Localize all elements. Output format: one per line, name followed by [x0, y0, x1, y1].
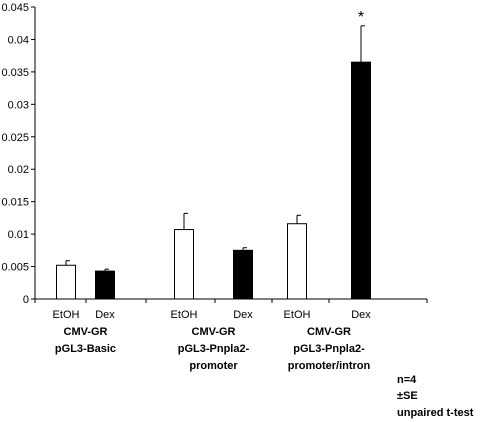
y-tick-label: 0.04 [8, 34, 29, 46]
group-label-line2: pGL3-Pnpla2- [293, 343, 365, 355]
bar [233, 249, 253, 300]
note-label: ±SE [397, 390, 418, 402]
group-label-line3: promoter [189, 360, 238, 372]
bars [56, 61, 371, 300]
bar [351, 61, 371, 300]
x-tick-label: EtOH [171, 309, 198, 321]
group-label-line1: CMV-GR [192, 326, 236, 338]
x-tick-label: EtOH [53, 309, 80, 321]
x-tick-label: EtOH [284, 309, 311, 321]
note-label: unpaired t-test [397, 407, 474, 419]
y-tick-label: 0.02 [8, 164, 29, 176]
y-tick-label: 0.015 [1, 197, 29, 209]
y-tick-label: 0.005 [1, 262, 29, 274]
bar [174, 229, 194, 300]
y-tick-label: 0.045 [1, 2, 29, 14]
significance-annotation: * [358, 9, 364, 26]
notes: n=4 ±SE unpaired t-test [397, 374, 474, 419]
bar [56, 264, 76, 300]
x-tick-label: Dex [233, 309, 253, 321]
y-tick-label: 0.035 [1, 67, 29, 79]
group-label-line2: pGL3-Pnpla2- [178, 343, 250, 355]
y-tick-label: 0.03 [8, 99, 29, 111]
group-label-line1: CMV-GR [64, 326, 108, 338]
x-tick-label: Dex [95, 309, 115, 321]
x-axis-labels: EtOH Dex EtOH Dex EtOH Dex [53, 309, 372, 321]
group-label-line3: promoter/intron [288, 360, 371, 372]
group-label-line1: CMV-GR [307, 326, 351, 338]
group-labels: CMV-GR pGL3-Basic CMV-GR pGL3-Pnpla2- promot… [55, 326, 371, 372]
y-axis-ticks: 0 0.005 0.01 0.015 0.02 0.025 0.03 0.035 0.04 0.0… [1, 2, 35, 306]
note-label: n=4 [397, 374, 417, 386]
y-tick-label: 0.025 [1, 132, 29, 144]
annotations: * [358, 9, 364, 26]
bar [95, 270, 115, 300]
x-tick-label: Dex [351, 309, 371, 321]
y-tick-label: 0.01 [8, 229, 29, 241]
bar [287, 223, 307, 300]
y-tick-label: 0 [23, 294, 29, 306]
group-label-line2: pGL3-Basic [55, 343, 116, 355]
error-bars [65, 25, 365, 272]
